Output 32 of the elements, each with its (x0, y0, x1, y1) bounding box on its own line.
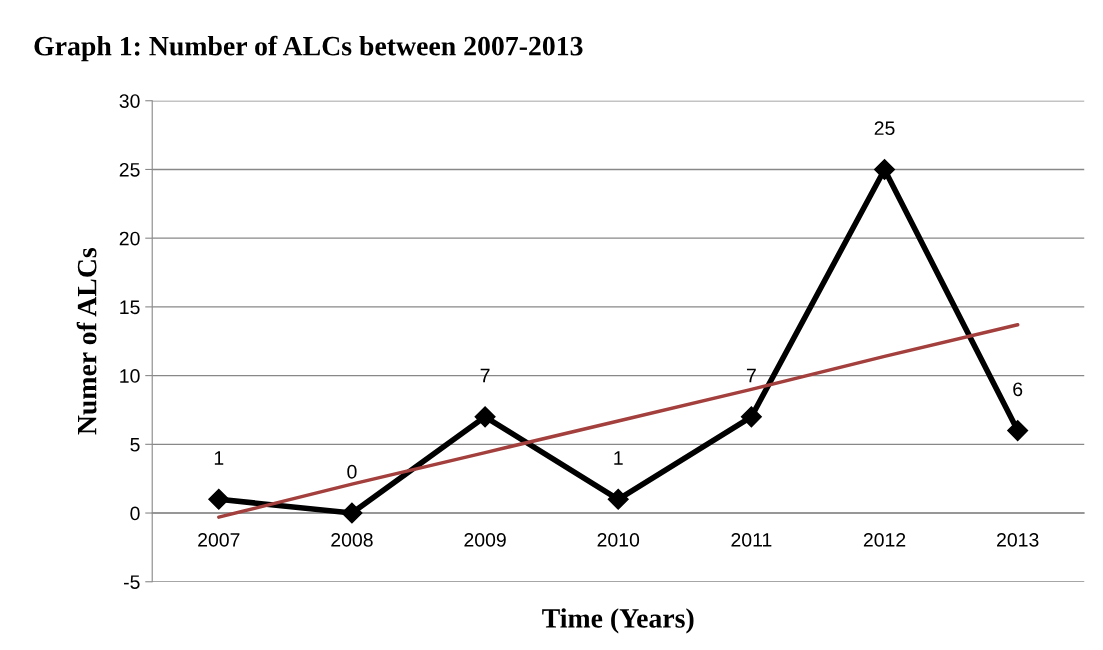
x-tick-label: 2008 (331, 532, 373, 547)
point (740, 406, 762, 428)
y-tick-label: 0 (130, 506, 140, 521)
data-label: 1 (214, 451, 224, 465)
x-tick-label: 2013 (997, 532, 1039, 547)
y-axis-title: Numer of ALCs (76, 248, 97, 435)
data-label: 25 (874, 121, 895, 136)
point (607, 488, 629, 510)
data-label: 1 (614, 451, 623, 465)
y-tick-label: -5 (123, 575, 140, 589)
data-label: 0 (347, 464, 357, 479)
point (874, 158, 896, 180)
x-tick-label: 2009 (464, 532, 506, 547)
x-tick-label: 2010 (597, 532, 640, 547)
y-tick-label: 10 (120, 369, 140, 383)
point (208, 488, 230, 510)
y-tick-label: 25 (119, 162, 140, 177)
point (341, 502, 363, 524)
data-label: 7 (746, 368, 756, 383)
point (1007, 420, 1029, 442)
chart-title: Graph 1: Number of ALCs between 2007-2013 (34, 35, 583, 62)
y-tick-label: 20 (119, 231, 140, 246)
x-axis-title: Time (Years) (542, 608, 694, 634)
y-tick-label: 30 (119, 94, 140, 108)
x-tick-label: 2012 (863, 532, 906, 547)
y-tick-label: 5 (130, 437, 140, 452)
data-label: 6 (1013, 382, 1023, 397)
point (474, 406, 496, 428)
data-label: 7 (480, 368, 490, 383)
y-tick-label: 15 (120, 300, 140, 315)
x-tick-label: 2007 (198, 532, 240, 547)
x-tick-label: 2011 (731, 532, 772, 547)
